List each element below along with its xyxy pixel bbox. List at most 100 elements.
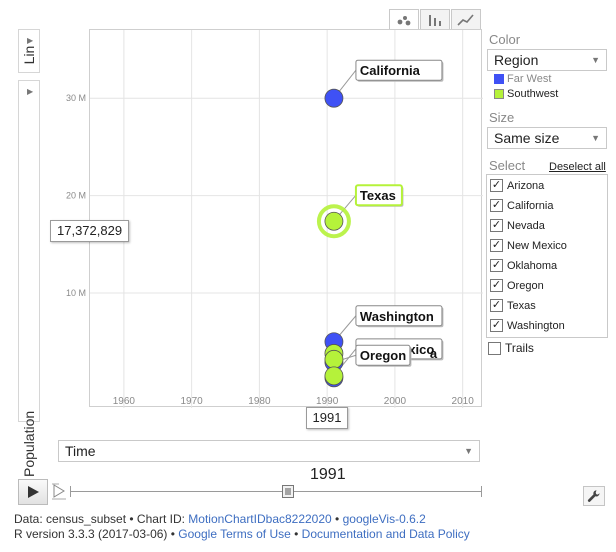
googlevis-version-link[interactable]: googleVis-0.6.2 — [342, 512, 426, 526]
time-slider-thumb[interactable] — [282, 485, 295, 498]
y-scale-toggle[interactable]: ▶ Lin — [18, 29, 40, 73]
footer-data-prefix: Data: census_subset • Chart ID: — [14, 512, 189, 526]
checkbox[interactable]: ✓ — [490, 279, 503, 292]
speed-control[interactable] — [51, 481, 67, 501]
footer-separator: • — [290, 527, 302, 541]
bubble-label-box — [355, 59, 443, 81]
bubble-label-box — [355, 305, 443, 327]
legend-label-southwest: Southwest — [507, 88, 559, 100]
select-list: ✓ Arizona ✓ California ✓ Nevada ✓ New Mexico… — [486, 174, 608, 338]
grip-icon — [285, 488, 291, 495]
select-item-arizona[interactable]: ✓ Arizona — [490, 179, 544, 192]
select-item-new-mexico[interactable]: ✓ New Mexico — [490, 239, 567, 252]
select-item-oregon[interactable]: ✓ Oregon — [490, 279, 544, 292]
data-bubble — [324, 349, 344, 369]
x-tick-label: 2000 — [384, 396, 407, 407]
select-item-nevada[interactable]: ✓ Nevada — [490, 219, 545, 232]
y-axis-select[interactable]: ▶ Population — [18, 80, 40, 477]
deselect-all-link[interactable]: Deselect all — [549, 161, 606, 173]
footer-separator: • — [331, 512, 343, 526]
tab-bubble-chart[interactable] — [389, 9, 419, 31]
x-value-tooltip: 1991 — [306, 407, 348, 429]
bar-chart-icon — [429, 15, 441, 26]
playback-year-label: 1991 — [310, 466, 346, 483]
x-tick-label: 1990 — [316, 396, 339, 407]
chart-id-link[interactable]: MotionChartIDbac8222020 — [188, 512, 332, 526]
checkbox[interactable]: ✓ — [490, 199, 503, 212]
legend-swatch-southwest — [494, 89, 504, 99]
speed-icon — [52, 483, 66, 500]
select-item-label: Nevada — [507, 219, 545, 232]
y-tick-label: 30 M — [66, 93, 86, 103]
x-tick-label: 1960 — [113, 396, 136, 407]
bubble-label-text: Oregon — [360, 348, 406, 363]
bubble-label-box — [354, 184, 403, 207]
select-item-label: Arizona — [507, 179, 545, 192]
select-label: Select — [489, 158, 526, 173]
footer-line-1: Data: census_subset • Chart ID: MotionCh… — [14, 512, 426, 526]
play-button[interactable] — [18, 479, 48, 505]
legend-item-far-west: Far West — [494, 73, 551, 85]
hidden-label-fragment: a — [430, 346, 438, 361]
settings-wrench-button[interactable] — [583, 486, 605, 506]
expand-arrow-icon: ▶ — [27, 87, 34, 96]
trails-checkbox[interactable] — [488, 341, 501, 355]
trails-toggle[interactable]: Trails — [488, 341, 534, 355]
color-select[interactable]: Region ▼ — [487, 49, 607, 71]
bubble-label-box — [355, 344, 411, 366]
select-item-washington[interactable]: ✓ Washington — [490, 319, 565, 332]
highlight-ring — [316, 204, 351, 239]
color-select-value: Region — [494, 52, 539, 68]
footer-line-2: R version 3.3.3 (2017-03-06) • Google Te… — [14, 527, 470, 541]
select-item-oklahoma[interactable]: ✓ Oklahoma — [490, 259, 557, 272]
y-tick-label: 10 M — [66, 288, 86, 298]
y-value-tooltip: 17,372,829 — [50, 220, 130, 242]
select-item-label: Oklahoma — [507, 259, 558, 272]
select-item-label: New Mexico — [507, 239, 567, 252]
checkbox[interactable]: ✓ — [490, 259, 503, 272]
checkbox[interactable]: ✓ — [490, 239, 503, 252]
slider-start-tick — [70, 486, 71, 497]
data-bubble — [324, 366, 344, 386]
legend-label-far-west: Far West — [507, 73, 552, 85]
x-tick-label: 1970 — [181, 396, 204, 407]
select-item-label: Oregon — [507, 279, 544, 292]
select-item-texas[interactable]: ✓ Texas — [490, 299, 536, 312]
slider-end-tick — [481, 486, 482, 497]
select-item-label: Texas — [507, 299, 536, 312]
tab-line-chart[interactable] — [451, 9, 481, 31]
chevron-down-icon: ▼ — [464, 446, 473, 456]
y-tick-label: 20 M — [66, 191, 86, 201]
data-bubble — [324, 211, 344, 231]
x-tick-label: 1980 — [248, 396, 271, 407]
size-select[interactable]: Same size ▼ — [487, 127, 607, 149]
checkbox[interactable]: ✓ — [490, 299, 503, 312]
select-item-california[interactable]: ✓ California — [490, 199, 553, 212]
checkbox[interactable]: ✓ — [490, 319, 503, 332]
time-slider-track[interactable] — [70, 491, 482, 492]
bubble-label-text: Texas — [360, 188, 396, 203]
line-chart-icon — [457, 14, 474, 26]
bubble-label-text: California — [360, 63, 421, 78]
chevron-down-icon: ▼ — [591, 133, 600, 143]
expand-arrow-icon: ▶ — [27, 36, 34, 45]
tab-bar-chart[interactable] — [420, 9, 450, 31]
size-label: Size — [489, 110, 515, 125]
trails-label: Trails — [505, 341, 534, 355]
play-icon — [28, 486, 39, 498]
select-item-label: California — [507, 199, 554, 212]
x-axis-select-value: Time — [65, 443, 96, 459]
bubble-chart-icon — [397, 16, 411, 26]
google-terms-link[interactable]: Google Terms of Use — [178, 527, 291, 541]
x-axis-select[interactable]: Time ▼ — [58, 440, 480, 462]
documentation-link[interactable]: Documentation and Data Policy — [301, 527, 470, 541]
checkbox[interactable]: ✓ — [490, 219, 503, 232]
wrench-icon — [587, 490, 600, 502]
bubble-label-text: Washington — [360, 309, 434, 324]
legend-swatch-far-west — [494, 74, 504, 84]
y-scale-label: Lin — [21, 45, 37, 65]
size-select-value: Same size — [494, 130, 560, 146]
checkbox[interactable]: ✓ — [490, 179, 503, 192]
